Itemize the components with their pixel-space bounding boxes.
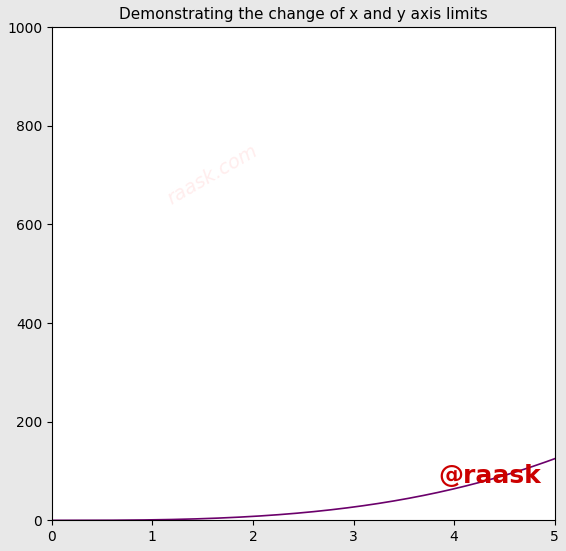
- Title: Demonstrating the change of x and y axis limits: Demonstrating the change of x and y axis…: [119, 7, 488, 22]
- Text: @raask: @raask: [438, 464, 541, 488]
- Text: raask.com: raask.com: [164, 142, 261, 209]
